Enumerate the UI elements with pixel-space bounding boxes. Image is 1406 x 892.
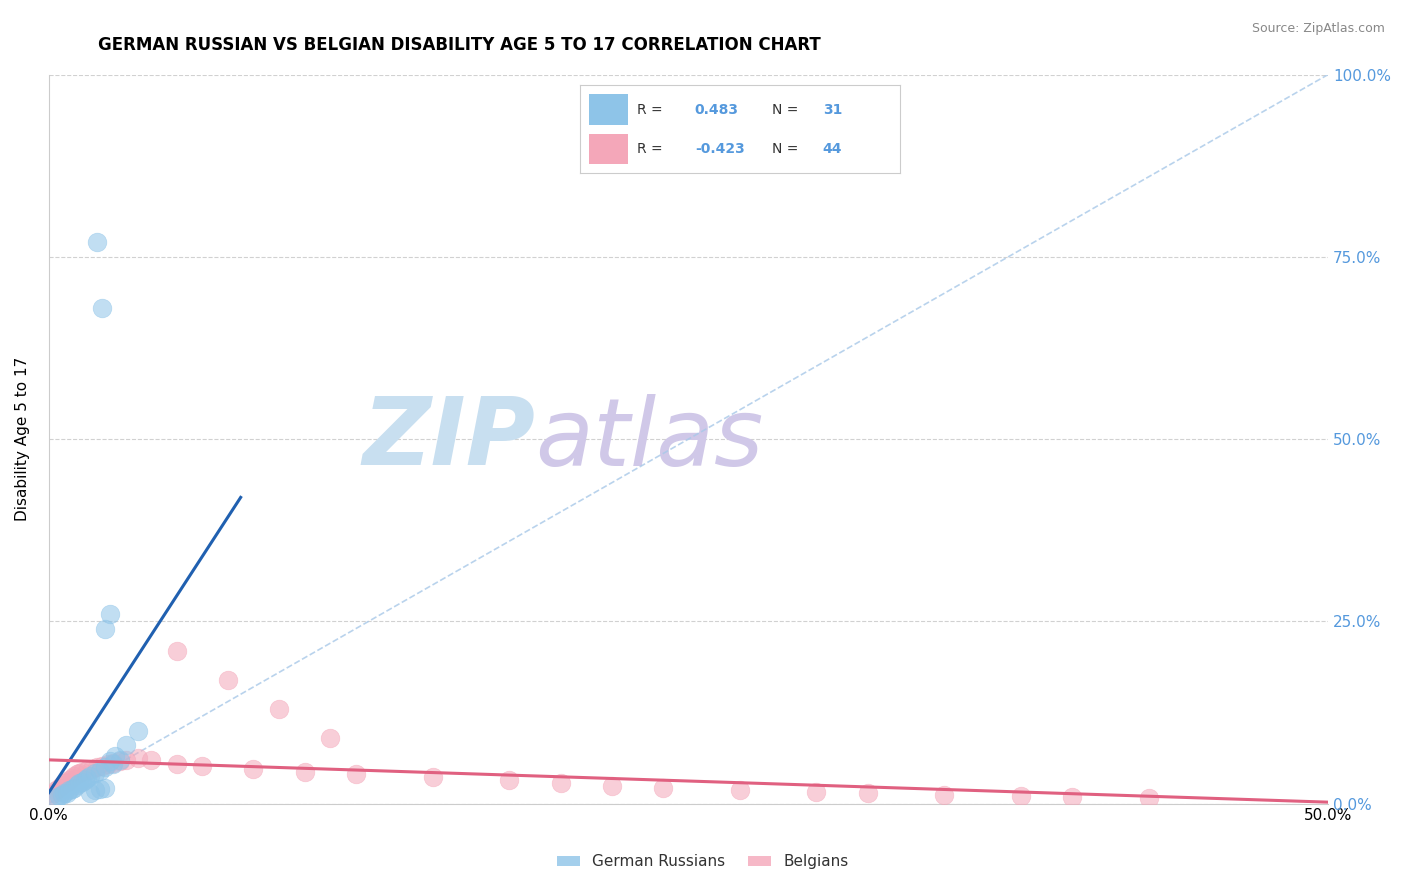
Point bbox=[166, 756, 188, 771]
Y-axis label: Disability Age 5 to 17: Disability Age 5 to 17 bbox=[15, 357, 30, 521]
Point bbox=[51, 778, 73, 792]
Point bbox=[806, 785, 828, 799]
Point bbox=[63, 780, 86, 795]
Point bbox=[51, 788, 73, 802]
Point bbox=[91, 758, 114, 772]
Point bbox=[104, 749, 127, 764]
Point bbox=[856, 786, 879, 800]
Point bbox=[98, 607, 121, 621]
Point bbox=[344, 767, 367, 781]
Point bbox=[94, 780, 117, 795]
Point bbox=[498, 773, 520, 788]
Point bbox=[48, 780, 70, 795]
Point bbox=[58, 772, 80, 787]
Point bbox=[97, 757, 120, 772]
Point bbox=[127, 751, 149, 765]
Point bbox=[422, 770, 444, 784]
Point bbox=[66, 767, 89, 781]
Point bbox=[70, 764, 93, 779]
Point bbox=[166, 643, 188, 657]
Point bbox=[53, 786, 76, 800]
Point bbox=[60, 782, 83, 797]
Point bbox=[191, 758, 214, 772]
Point bbox=[55, 774, 77, 789]
Point bbox=[42, 786, 65, 800]
Point bbox=[70, 774, 93, 789]
Point bbox=[73, 773, 96, 788]
Point bbox=[1137, 790, 1160, 805]
Text: ZIP: ZIP bbox=[361, 393, 534, 485]
Point bbox=[69, 776, 91, 790]
Point bbox=[89, 782, 111, 797]
Point bbox=[66, 778, 89, 792]
Point bbox=[127, 723, 149, 738]
Point bbox=[114, 753, 136, 767]
Legend: German Russians, Belgians: German Russians, Belgians bbox=[551, 848, 855, 875]
Point bbox=[76, 763, 98, 777]
Point bbox=[139, 753, 162, 767]
Point bbox=[242, 762, 264, 776]
Point bbox=[45, 790, 67, 805]
Point bbox=[98, 755, 121, 769]
Point bbox=[101, 756, 124, 770]
Point bbox=[110, 755, 132, 769]
Point bbox=[217, 673, 239, 687]
Point bbox=[79, 786, 101, 800]
Point bbox=[600, 779, 623, 793]
Point bbox=[1062, 790, 1084, 805]
Point bbox=[89, 764, 111, 778]
Point bbox=[76, 771, 98, 785]
Point bbox=[294, 764, 316, 779]
Point bbox=[86, 235, 108, 250]
Point bbox=[58, 783, 80, 797]
Point bbox=[91, 301, 114, 315]
Point bbox=[82, 762, 104, 776]
Point bbox=[39, 788, 62, 802]
Point bbox=[651, 780, 673, 795]
Point bbox=[1010, 789, 1032, 804]
Point bbox=[934, 788, 956, 802]
Point bbox=[86, 760, 108, 774]
Point bbox=[319, 731, 342, 745]
Point bbox=[101, 756, 124, 771]
Point bbox=[79, 769, 101, 783]
Text: GERMAN RUSSIAN VS BELGIAN DISABILITY AGE 5 TO 17 CORRELATION CHART: GERMAN RUSSIAN VS BELGIAN DISABILITY AGE… bbox=[98, 36, 821, 54]
Point bbox=[94, 760, 117, 774]
Point bbox=[63, 769, 86, 783]
Point bbox=[728, 783, 751, 797]
Point bbox=[110, 753, 132, 767]
Point bbox=[69, 766, 91, 780]
Text: atlas: atlas bbox=[534, 393, 763, 484]
Point bbox=[55, 786, 77, 800]
Point bbox=[550, 776, 572, 790]
Point bbox=[48, 789, 70, 804]
Point bbox=[60, 771, 83, 785]
Text: Source: ZipAtlas.com: Source: ZipAtlas.com bbox=[1251, 22, 1385, 36]
Point bbox=[114, 739, 136, 753]
Point bbox=[83, 766, 105, 780]
Point bbox=[83, 783, 105, 797]
Point bbox=[53, 776, 76, 790]
Point bbox=[94, 622, 117, 636]
Point bbox=[45, 783, 67, 797]
Point bbox=[267, 702, 290, 716]
